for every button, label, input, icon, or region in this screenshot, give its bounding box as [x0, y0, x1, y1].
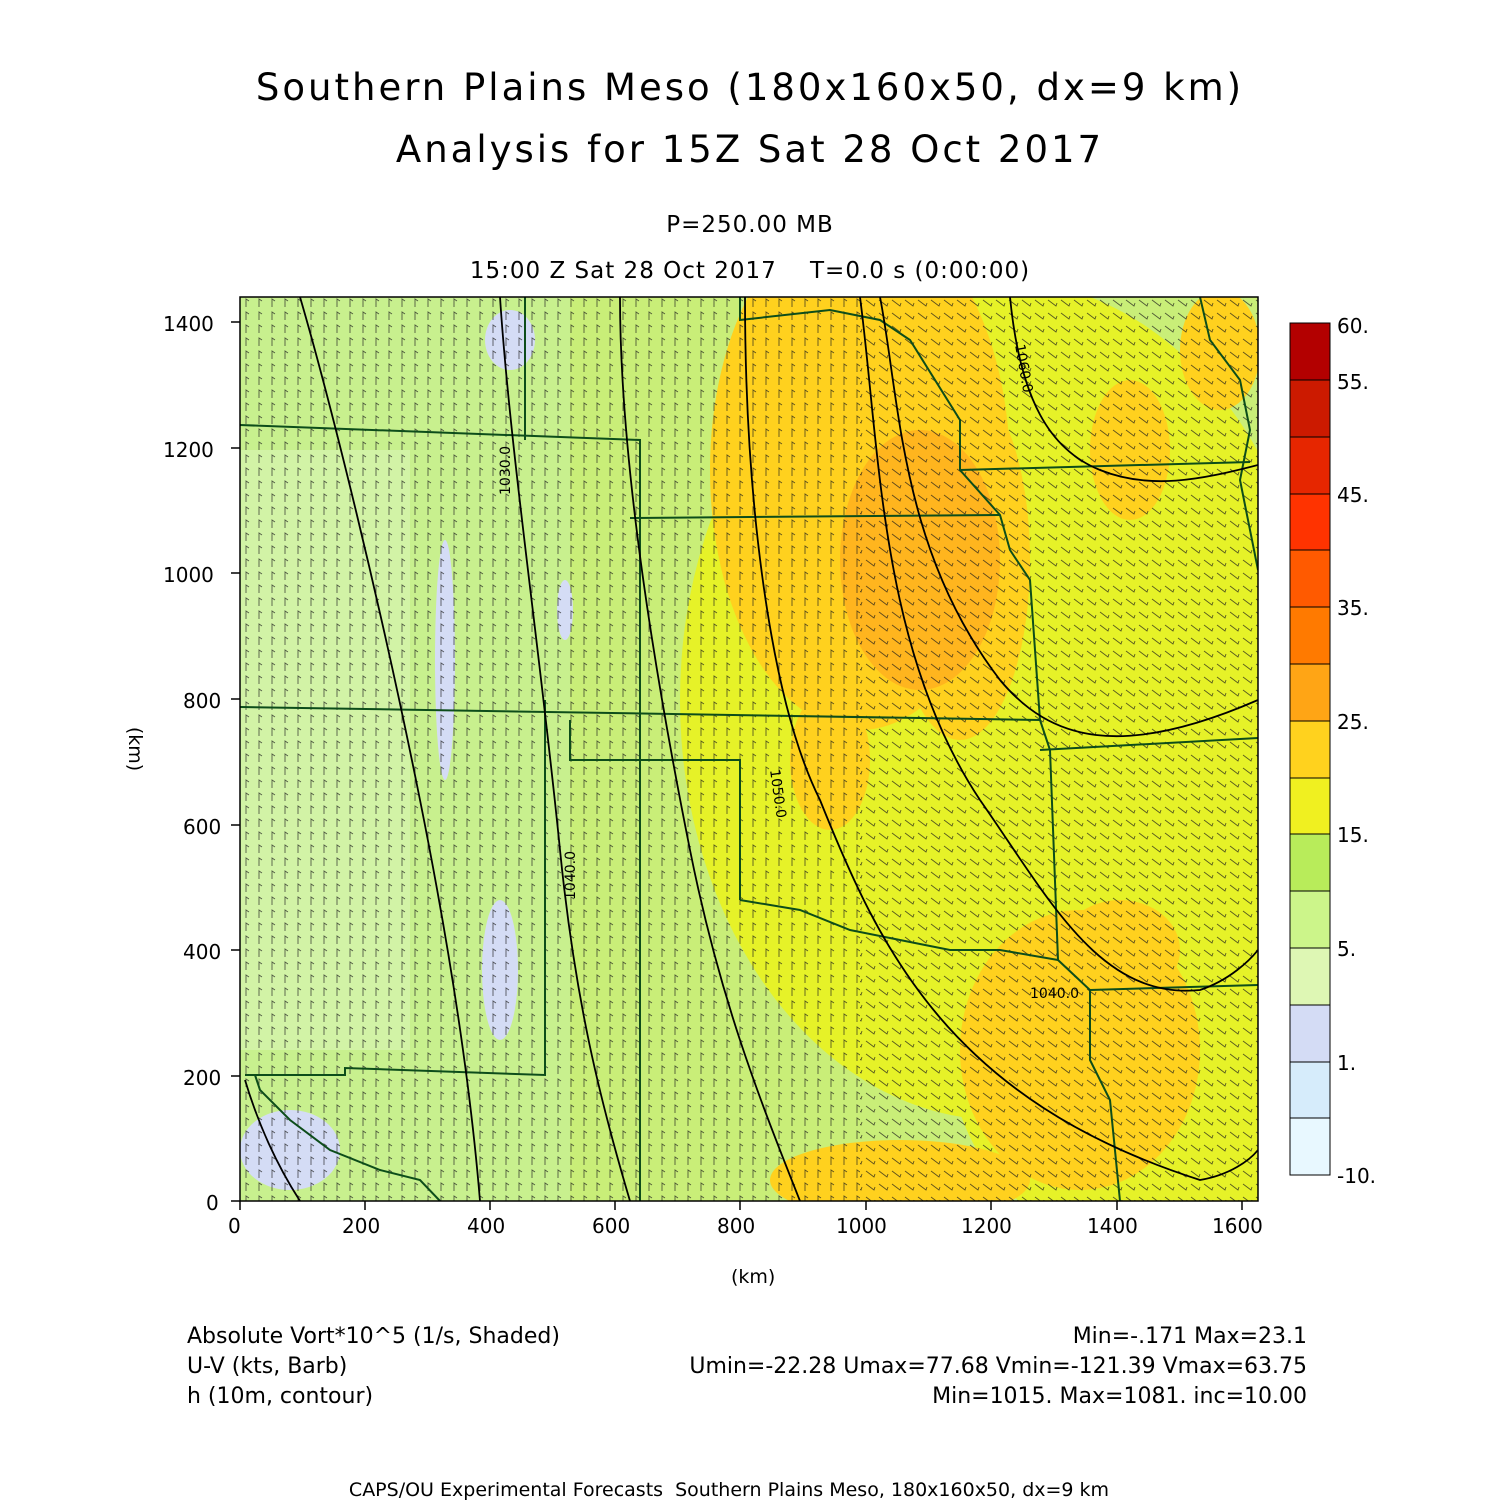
contour-label: 1040.0	[1030, 986, 1079, 1002]
y-tick-label: 400	[183, 940, 222, 964]
legend-contour-range: Min=1015. Max=1081. inc=10.00	[932, 1384, 1307, 1409]
x-tick-label: 800	[717, 1214, 756, 1238]
colorbar-label: 60.	[1337, 314, 1369, 338]
colorbar-label: 15.	[1337, 823, 1369, 847]
valid-time: 15:00 Z Sat 28 Oct 2017 T=0.0 s (0:00:00…	[469, 258, 1031, 284]
colorbar	[1289, 322, 1331, 1176]
colorbar-label: -10.	[1337, 1164, 1377, 1188]
contour-label: 1030.0	[498, 446, 514, 495]
x-tick-label: 200	[342, 1214, 381, 1238]
x-tick-label: 1200	[961, 1214, 1012, 1238]
title-line-1: Southern Plains Meso (180x160x50, dx=9 k…	[255, 66, 1245, 109]
legend-barb-field: U-V (kts, Barb)	[187, 1354, 348, 1379]
y-axis-label: (km)	[124, 726, 147, 772]
legend-barb-range: Umin=-22.28 Umax=77.68 Vmin=-121.39 Vmax…	[689, 1354, 1307, 1379]
title-line-2: Analysis for 15Z Sat 28 Oct 2017	[395, 128, 1105, 171]
footer-credit: CAPS/OU Experimental Forecasts Southern …	[348, 1479, 1110, 1501]
state-borders	[240, 297, 1258, 1201]
colorbar-label: 5.	[1337, 937, 1357, 961]
x-tick-label: 1000	[836, 1214, 887, 1238]
y-tick-label: 200	[183, 1066, 222, 1090]
legend-contour-field: h (10m, contour)	[187, 1384, 374, 1409]
contour-label: 1050.0	[766, 768, 789, 819]
x-axis-label: (km)	[731, 1266, 776, 1288]
colorbar-label: 35.	[1337, 596, 1369, 620]
height-contours	[244, 297, 1258, 1201]
legend-shaded-field: Absolute Vort*10^5 (1/s, Shaded)	[187, 1324, 560, 1349]
y-tick-label: 1000	[163, 563, 214, 587]
x-tick-label: 600	[592, 1214, 631, 1238]
x-tick-label: 400	[467, 1214, 506, 1238]
legend-shaded-range: Min=-.171 Max=23.1	[1072, 1324, 1307, 1349]
y-tick-label: 0	[206, 1191, 219, 1215]
y-tick-label: 800	[183, 689, 222, 713]
colorbar-label: 1.	[1337, 1051, 1357, 1075]
colorbar-label: 25.	[1337, 710, 1369, 734]
y-tick-label: 1200	[163, 438, 214, 462]
plot-frame	[239, 296, 1259, 1202]
pressure-level: P=250.00 MB	[666, 212, 834, 238]
vorticity-shading	[240, 297, 1258, 1201]
colorbar-label: 45.	[1337, 483, 1369, 507]
y-tick-label: 1400	[163, 312, 214, 336]
contour-label: 1040.0	[563, 851, 579, 900]
x-tick-label: 1400	[1087, 1214, 1138, 1238]
axis-ticks	[231, 321, 1243, 1210]
y-tick-label: 600	[183, 815, 222, 839]
colorbar-label: 55.	[1337, 370, 1369, 394]
x-tick-label: 0	[228, 1214, 241, 1238]
x-tick-label: 1600	[1212, 1214, 1263, 1238]
